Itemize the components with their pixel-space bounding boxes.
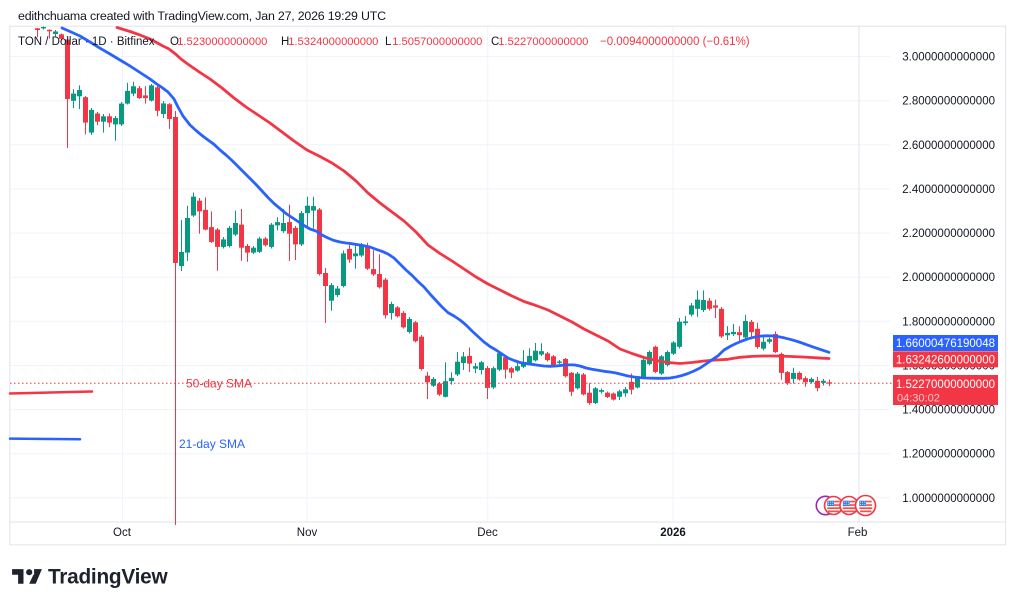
svg-text:1.5227000000000: 1.5227000000000: [498, 36, 588, 48]
svg-text:2.8000000000000: 2.8000000000000: [902, 96, 995, 108]
svg-text:2.4000000000000: 2.4000000000000: [902, 184, 995, 196]
svg-text:21-day SMA: 21-day SMA: [179, 437, 245, 451]
svg-text:1.52270000000000: 1.52270000000000: [896, 379, 995, 391]
svg-text:TON / Dollar · 1D · Bitfinex: TON / Dollar · 1D · Bitfinex: [18, 36, 155, 48]
svg-text:Nov: Nov: [297, 527, 318, 539]
svg-text:1.4000000000000: 1.4000000000000: [902, 405, 995, 417]
svg-text:Feb: Feb: [848, 527, 868, 539]
svg-text:1.2000000000000: 1.2000000000000: [902, 449, 995, 461]
svg-text:edithchuama created with Tradi: edithchuama created with TradingView.com…: [18, 9, 386, 23]
svg-text:3.0000000000000: 3.0000000000000: [902, 52, 995, 64]
svg-text:L: L: [385, 36, 392, 48]
svg-text:2.0000000000000: 2.0000000000000: [902, 272, 995, 284]
svg-text:50-day SMA: 50-day SMA: [186, 377, 252, 391]
svg-text:−0.0094000000000 (−0.61%): −0.0094000000000 (−0.61%): [600, 36, 750, 48]
svg-text:1.63242600000000: 1.63242600000000: [896, 355, 995, 367]
svg-text:1.5324000000000: 1.5324000000000: [288, 36, 378, 48]
svg-text:1.0000000000000: 1.0000000000000: [902, 493, 995, 505]
svg-text:1.5230000000000: 1.5230000000000: [177, 36, 267, 48]
svg-text:Oct: Oct: [113, 527, 132, 539]
svg-text:2.6000000000000: 2.6000000000000: [902, 140, 995, 152]
svg-text:2026: 2026: [660, 527, 686, 539]
svg-text:O: O: [170, 36, 179, 48]
svg-text:1.5057000000000: 1.5057000000000: [392, 36, 482, 48]
svg-text:1.8000000000000: 1.8000000000000: [902, 316, 995, 328]
svg-text:1.66000476190048: 1.66000476190048: [896, 338, 995, 350]
svg-text:TradingView: TradingView: [48, 566, 168, 589]
svg-text:Dec: Dec: [477, 527, 498, 539]
svg-text:H: H: [281, 36, 289, 48]
svg-text:04:30:02: 04:30:02: [897, 393, 940, 405]
svg-text:C: C: [491, 36, 499, 48]
svg-text:2.2000000000000: 2.2000000000000: [902, 228, 995, 240]
